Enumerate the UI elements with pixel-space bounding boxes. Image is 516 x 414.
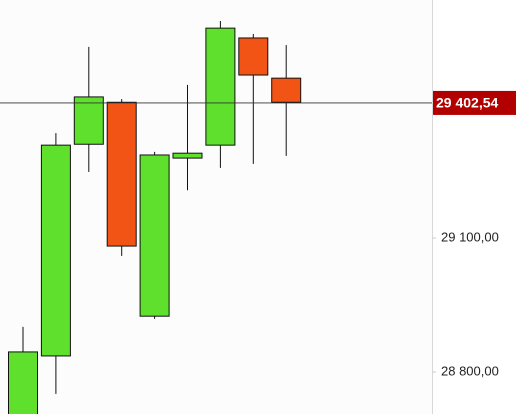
candle-body [73,96,104,145]
price-label: 29 402,54 [436,95,498,111]
y-tick-label: 28 800,00 [441,363,499,378]
candle-body [40,144,71,357]
candle-body [8,351,38,414]
candle-body [238,37,269,76]
plot [8,20,302,414]
candle-body [139,154,170,317]
y-tick-label: 29 100,00 [441,229,499,244]
y-axis: 28 800,00 29 100,00 [432,229,499,378]
candle-body [106,101,137,247]
candle-body [172,152,203,159]
candle-body [205,27,236,146]
candle-body [271,77,302,103]
price-label-bg [433,90,516,115]
